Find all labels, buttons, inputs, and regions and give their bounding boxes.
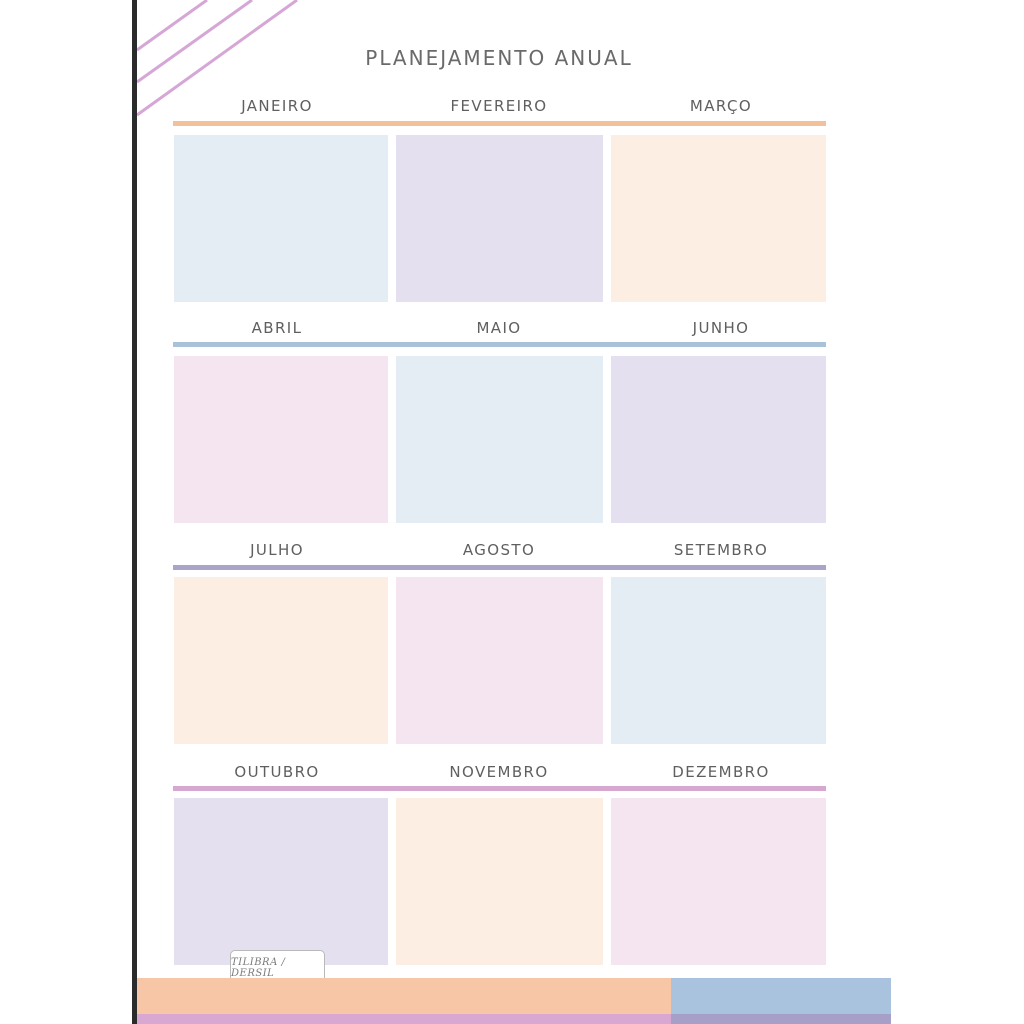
- row-divider-4: [173, 786, 826, 791]
- row-divider-3: [173, 565, 826, 570]
- month-label-fevereiro: FEVEREIRO: [450, 97, 548, 115]
- footer-band-blue: [671, 978, 891, 1014]
- month-label-janeiro: JANEIRO: [241, 97, 313, 115]
- month-box-dezembro[interactable]: [611, 798, 826, 965]
- decorative-stripes: [137, 0, 298, 117]
- month-box-marco[interactable]: [611, 135, 826, 302]
- month-box-fevereiro[interactable]: [396, 135, 603, 302]
- footer-band-peach: [137, 978, 671, 1014]
- month-label-outubro: OUTUBRO: [234, 763, 320, 781]
- month-label-abril: ABRIL: [251, 319, 303, 337]
- month-box-agosto[interactable]: [396, 577, 603, 744]
- planner-page: PLANEJAMENTO ANUAL JANEIRO FEVEREIRO MAR…: [137, 0, 891, 1024]
- page-title: PLANEJAMENTO ANUAL: [365, 46, 633, 70]
- month-label-julho: JULHO: [250, 541, 304, 559]
- row-divider-2: [173, 342, 826, 347]
- month-label-setembro: SETEMBRO: [673, 541, 769, 559]
- month-label-dezembro: DEZEMBRO: [672, 763, 770, 781]
- footer-band-pink: [137, 1014, 671, 1024]
- month-label-maio: MAIO: [476, 319, 522, 337]
- month-box-maio[interactable]: [396, 356, 603, 523]
- month-label-novembro: NOVEMBRO: [449, 763, 549, 781]
- binder-edge: [132, 0, 137, 1024]
- brand-logo-text: TILIBRA / DERSIL: [231, 956, 286, 979]
- month-box-janeiro[interactable]: [174, 135, 388, 302]
- month-box-junho[interactable]: [611, 356, 826, 523]
- month-box-abril[interactable]: [174, 356, 388, 523]
- month-label-agosto: AGOSTO: [462, 541, 536, 559]
- month-box-outubro[interactable]: [174, 798, 388, 965]
- month-box-setembro[interactable]: [611, 577, 826, 744]
- month-label-junho: JUNHO: [692, 319, 750, 337]
- month-label-marco: MARÇO: [689, 97, 753, 115]
- month-box-novembro[interactable]: [396, 798, 603, 965]
- row-divider-1: [173, 121, 826, 126]
- month-box-julho[interactable]: [174, 577, 388, 744]
- footer-band-lavender: [671, 1014, 891, 1024]
